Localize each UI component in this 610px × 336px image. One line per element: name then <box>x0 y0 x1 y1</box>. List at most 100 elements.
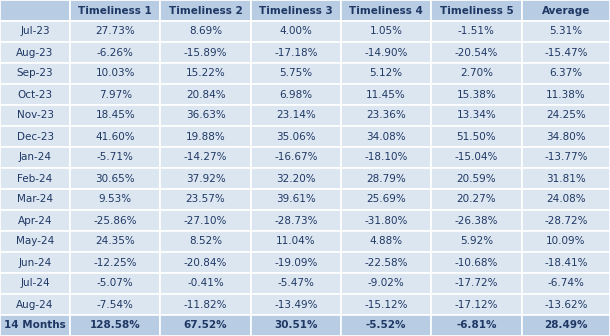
Bar <box>0 63 70 84</box>
Bar <box>431 105 522 126</box>
Text: Timeliness 2: Timeliness 2 <box>169 5 242 15</box>
Bar <box>522 315 610 336</box>
Text: Jul-24: Jul-24 <box>20 279 50 289</box>
Text: -7.54%: -7.54% <box>97 299 134 309</box>
Bar <box>70 315 160 336</box>
Text: 19.88%: 19.88% <box>185 131 226 141</box>
Text: 37.92%: 37.92% <box>185 173 226 183</box>
Bar <box>522 147 610 168</box>
Bar <box>522 63 610 84</box>
Text: -5.71%: -5.71% <box>97 153 134 163</box>
Text: 15.22%: 15.22% <box>185 69 226 79</box>
Text: -18.41%: -18.41% <box>544 257 587 267</box>
Bar <box>341 189 431 210</box>
Text: -10.68%: -10.68% <box>454 257 498 267</box>
Text: 14 Months: 14 Months <box>4 321 66 331</box>
Bar <box>431 315 522 336</box>
Text: 51.50%: 51.50% <box>457 131 496 141</box>
Bar <box>251 189 341 210</box>
Text: -19.09%: -19.09% <box>274 257 318 267</box>
Bar <box>522 210 610 231</box>
Text: 18.45%: 18.45% <box>95 111 135 121</box>
Text: May-24: May-24 <box>16 237 54 247</box>
Text: 30.51%: 30.51% <box>274 321 318 331</box>
Text: 34.08%: 34.08% <box>367 131 406 141</box>
Text: -13.62%: -13.62% <box>544 299 587 309</box>
Text: 128.58%: 128.58% <box>90 321 141 331</box>
Bar <box>70 210 160 231</box>
Text: 24.08%: 24.08% <box>546 195 586 205</box>
Bar <box>160 147 251 168</box>
Text: 9.53%: 9.53% <box>99 195 132 205</box>
Bar <box>341 42 431 63</box>
Bar <box>251 168 341 189</box>
Bar <box>431 42 522 63</box>
Bar <box>522 273 610 294</box>
Bar <box>251 231 341 252</box>
Bar <box>160 84 251 105</box>
Text: -31.80%: -31.80% <box>364 215 408 225</box>
Bar <box>251 252 341 273</box>
Text: 2.70%: 2.70% <box>460 69 493 79</box>
Bar <box>0 210 70 231</box>
Bar <box>0 21 70 42</box>
Bar <box>160 126 251 147</box>
Bar <box>431 126 522 147</box>
Text: 6.98%: 6.98% <box>279 89 312 99</box>
Text: -5.52%: -5.52% <box>366 321 406 331</box>
Text: 34.80%: 34.80% <box>546 131 586 141</box>
Text: 1.05%: 1.05% <box>370 27 403 37</box>
Bar <box>251 273 341 294</box>
Bar <box>160 210 251 231</box>
Bar <box>341 231 431 252</box>
Bar <box>251 210 341 231</box>
Text: -28.73%: -28.73% <box>274 215 318 225</box>
Bar <box>70 42 160 63</box>
Text: -15.89%: -15.89% <box>184 47 228 57</box>
Text: 28.49%: 28.49% <box>544 321 587 331</box>
Bar <box>70 147 160 168</box>
Text: 13.34%: 13.34% <box>456 111 497 121</box>
Bar <box>0 84 70 105</box>
Text: -20.84%: -20.84% <box>184 257 228 267</box>
Text: -13.49%: -13.49% <box>274 299 318 309</box>
Text: Timeliness 4: Timeliness 4 <box>349 5 423 15</box>
Bar <box>0 294 70 315</box>
Bar <box>0 42 70 63</box>
Bar <box>70 231 160 252</box>
Text: Timeliness 3: Timeliness 3 <box>259 5 332 15</box>
Text: -5.07%: -5.07% <box>97 279 134 289</box>
Text: 32.20%: 32.20% <box>276 173 315 183</box>
Text: 4.00%: 4.00% <box>279 27 312 37</box>
Text: Dec-23: Dec-23 <box>16 131 54 141</box>
Bar <box>251 105 341 126</box>
Bar <box>341 126 431 147</box>
Text: -15.12%: -15.12% <box>364 299 408 309</box>
Bar <box>160 294 251 315</box>
Bar <box>431 168 522 189</box>
Bar <box>160 189 251 210</box>
Bar <box>251 126 341 147</box>
Text: 23.36%: 23.36% <box>366 111 406 121</box>
Bar <box>70 63 160 84</box>
Bar <box>0 105 70 126</box>
Bar <box>341 0 431 21</box>
Bar <box>341 105 431 126</box>
Text: -28.72%: -28.72% <box>544 215 587 225</box>
Bar <box>341 63 431 84</box>
Bar <box>522 231 610 252</box>
Bar <box>160 105 251 126</box>
Bar <box>251 294 341 315</box>
Text: 41.60%: 41.60% <box>96 131 135 141</box>
Text: Average: Average <box>542 5 590 15</box>
Bar <box>251 21 341 42</box>
Text: 8.52%: 8.52% <box>189 237 222 247</box>
Text: -20.54%: -20.54% <box>454 47 498 57</box>
Text: -1.51%: -1.51% <box>458 27 495 37</box>
Text: -17.18%: -17.18% <box>274 47 318 57</box>
Bar <box>522 252 610 273</box>
Bar <box>522 294 610 315</box>
Bar <box>160 273 251 294</box>
Text: 25.69%: 25.69% <box>366 195 406 205</box>
Text: 24.35%: 24.35% <box>95 237 135 247</box>
